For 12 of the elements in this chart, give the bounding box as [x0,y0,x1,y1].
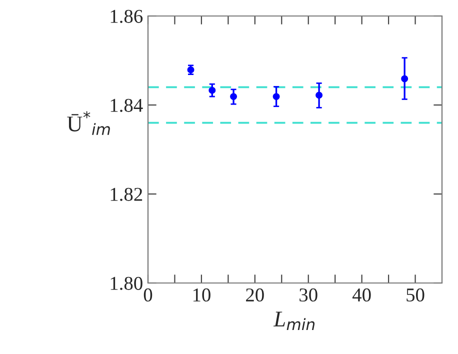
y-axis-title: Ū$^{*}$$_{im}$ [67,111,110,135]
x-tick-label: 50 [406,288,424,302]
x-axis-title: L$_{min}$ [273,312,315,330]
x-tick-label: 10 [193,288,210,302]
y-tick-label: 1.84 [110,98,143,112]
y-tick-label: 1.82 [110,188,142,202]
y-tick-label: 1.86 [110,10,143,24]
x-tick-label: 0 [144,288,152,302]
y-tick-label: 1.80 [110,276,142,290]
x-tick-label: 30 [300,288,318,302]
x-tick-label: 20 [246,288,264,302]
x-tick-label: 40 [352,288,371,302]
